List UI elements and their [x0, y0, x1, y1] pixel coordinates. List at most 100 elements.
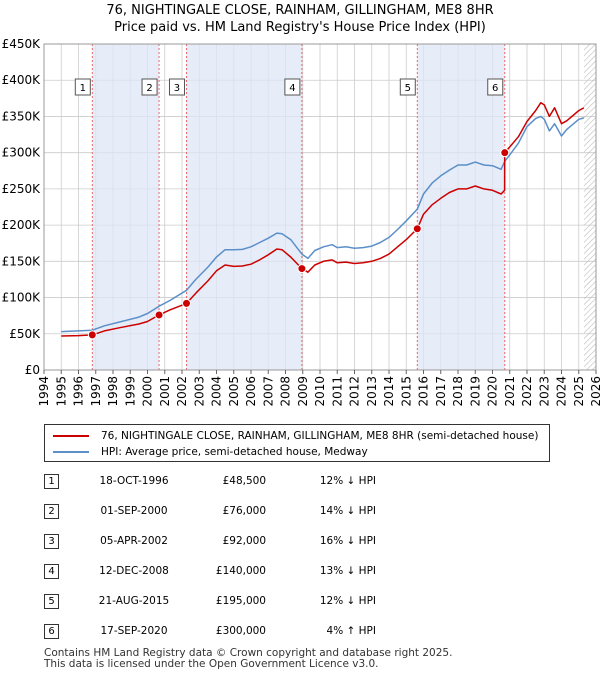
x-tick-label: 2019 — [468, 376, 482, 407]
x-tick-label: 1999 — [123, 376, 137, 407]
chart-title: 76, NIGHTINGALE CLOSE, RAINHAM, GILLINGH… — [0, 2, 600, 36]
x-tick-label: 2025 — [572, 376, 586, 407]
sale-number-badge: 6 — [44, 624, 59, 639]
sale-label-number: 5 — [405, 83, 411, 94]
sale-number-badge: 2 — [44, 504, 59, 519]
x-tick-label: 2003 — [192, 376, 206, 407]
x-tick-label: 2000 — [141, 376, 155, 407]
sale-price: £92,000 — [222, 535, 266, 547]
sale-point — [181, 298, 191, 308]
sale-date: 12-DEC-2008 — [99, 565, 169, 577]
sale-label-number: 1 — [80, 83, 86, 94]
sale-row: 1 18-OCT-1996 £48,500 12% ↓ HPI — [44, 474, 424, 494]
sale-date: 05-APR-2002 — [100, 535, 168, 547]
sale-label-box — [399, 78, 416, 96]
x-tick-label: 2012 — [348, 376, 362, 407]
property-price-line — [61, 101, 585, 337]
y-tick-label: £450K — [2, 37, 42, 51]
y-tick-label: £250K — [2, 182, 42, 196]
sale-label-number: 4 — [289, 83, 295, 94]
x-tick-label: 2016 — [417, 376, 431, 407]
x-tick-label: 2001 — [158, 376, 172, 407]
footer-licence: This data is licensed under the Open Gov… — [44, 658, 379, 670]
x-tick-label: 2020 — [486, 376, 500, 407]
sale-point — [412, 224, 422, 234]
x-tick-label: 2021 — [503, 376, 517, 407]
ownership-shade — [186, 44, 302, 370]
legend: 76, NIGHTINGALE CLOSE, RAINHAM, GILLINGH… — [44, 424, 550, 462]
x-tick-label: 1997 — [89, 376, 103, 407]
sale-number-badge: 5 — [44, 594, 59, 609]
sale-price: £140,000 — [215, 565, 266, 577]
sale-row: 3 05-APR-2002 £92,000 16% ↓ HPI — [44, 534, 424, 554]
sale-point — [87, 330, 97, 340]
footer-copyright: Contains HM Land Registry data © Crown c… — [44, 647, 453, 659]
sale-hpi-diff: 14% ↓ HPI — [319, 505, 376, 517]
x-tick-label: 2013 — [365, 376, 379, 407]
y-tick-label: £200K — [2, 218, 42, 232]
sale-date: 21-AUG-2015 — [98, 595, 170, 607]
legend-swatch-hpi — [53, 451, 89, 453]
x-tick-label: 2017 — [434, 376, 448, 407]
x-tick-label: 1998 — [106, 376, 120, 407]
x-tick-label: 2023 — [537, 376, 551, 407]
sale-label-box — [168, 78, 185, 96]
sale-label-box — [141, 78, 158, 96]
x-tick-label: 2018 — [451, 376, 465, 407]
legend-label-hpi: HPI: Average price, semi-detached house,… — [101, 446, 368, 458]
sale-date: 17-SEP-2020 — [100, 625, 168, 637]
x-tick-label: 2006 — [244, 376, 258, 407]
legend-item-property: 76, NIGHTINGALE CLOSE, RAINHAM, GILLINGH… — [53, 429, 538, 443]
x-tick-label: 2004 — [210, 376, 224, 407]
legend-swatch-property — [53, 435, 89, 437]
sale-point — [154, 310, 164, 320]
sale-label-box — [487, 78, 504, 96]
y-tick-label: £100K — [2, 291, 42, 305]
sale-row: 5 21-AUG-2015 £195,000 12% ↓ HPI — [44, 594, 424, 614]
x-tick-label: 2022 — [520, 376, 534, 407]
sale-label-box — [74, 78, 91, 96]
x-tick-label: 1996 — [72, 376, 86, 407]
ownership-shade — [92, 44, 160, 370]
x-tick-label: 2011 — [330, 376, 344, 407]
x-tick-label: 2010 — [313, 376, 327, 407]
forecast-hatch — [583, 44, 596, 370]
ownership-shade — [417, 44, 505, 370]
sale-label-number: 2 — [146, 83, 152, 94]
y-tick-label: £0 — [25, 363, 40, 377]
x-tick-label: 2008 — [279, 376, 293, 407]
sale-hpi-diff: 12% ↓ HPI — [319, 595, 376, 607]
title-line-1: 76, NIGHTINGALE CLOSE, RAINHAM, GILLINGH… — [106, 3, 494, 18]
x-tick-label: 2005 — [227, 376, 241, 407]
y-tick-label: £300K — [2, 146, 42, 160]
sale-price: £300,000 — [215, 625, 266, 637]
sale-number-badge: 3 — [44, 534, 59, 549]
sale-price: £48,500 — [222, 475, 266, 487]
title-line-2: Price paid vs. HM Land Registry's House … — [114, 20, 486, 35]
sale-hpi-diff: 16% ↓ HPI — [319, 535, 376, 547]
sale-hpi-diff: 13% ↓ HPI — [319, 565, 376, 577]
x-tick-label: 2007 — [261, 376, 275, 407]
x-tick-label: 1995 — [54, 376, 68, 407]
x-tick-label: 1994 — [37, 376, 51, 407]
sale-row: 2 01-SEP-2000 £76,000 14% ↓ HPI — [44, 504, 424, 524]
x-tick-label: 2024 — [555, 376, 569, 407]
x-tick-label: 2009 — [296, 376, 310, 407]
sale-date: 18-OCT-1996 — [99, 475, 169, 487]
sale-row: 4 12-DEC-2008 £140,000 13% ↓ HPI — [44, 564, 424, 584]
sale-date: 01-SEP-2000 — [100, 505, 168, 517]
sale-point — [500, 148, 510, 158]
price-chart: £0 £50K £100K £150K £200K £250K £300K £350K £400… — [2, 37, 600, 407]
sale-hpi-diff: 4% ↑ HPI — [326, 625, 376, 637]
sale-hpi-diff: 12% ↓ HPI — [319, 475, 376, 487]
y-tick-label: £150K — [2, 254, 42, 268]
sale-row: 6 17-SEP-2020 £300,000 4% ↑ HPI — [44, 624, 424, 644]
sale-number-badge: 1 — [44, 474, 59, 489]
footer: Contains HM Land Registry data © Crown c… — [44, 648, 452, 670]
x-tick-label: 2002 — [175, 376, 189, 407]
y-tick-label: £50K — [9, 327, 41, 341]
sale-price: £195,000 — [215, 595, 266, 607]
x-tick-label: 2015 — [399, 376, 413, 407]
legend-label-property: 76, NIGHTINGALE CLOSE, RAINHAM, GILLINGH… — [101, 430, 539, 442]
y-tick-label: £350K — [2, 109, 42, 123]
